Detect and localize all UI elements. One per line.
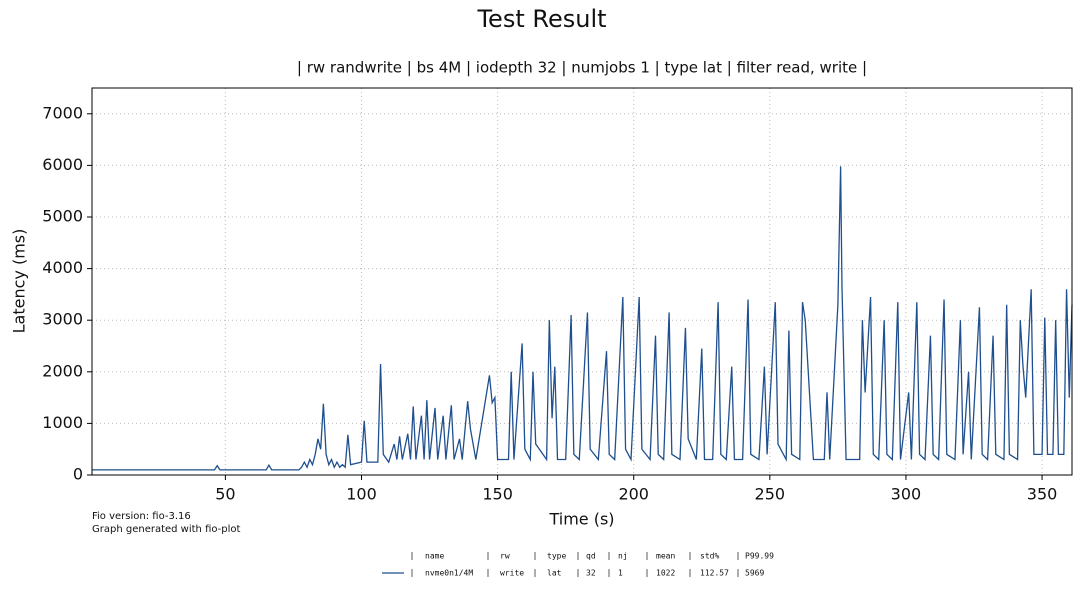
x-tick-label: 200 (618, 485, 649, 504)
y-axis-label: Latency (ms) (10, 229, 29, 334)
x-tick-label: 300 (891, 485, 922, 504)
legend-header: std% (700, 552, 719, 561)
plot-frame (91, 87, 1073, 476)
y-tick-label: 7000 (42, 103, 83, 122)
y-tick-label: 5000 (42, 207, 83, 226)
x-axis-label: Time (s) (548, 510, 614, 529)
y-tick-label: 3000 (42, 310, 83, 329)
legend-header: mean (656, 552, 675, 561)
legend-header: name (425, 552, 444, 561)
x-tick-label: 150 (482, 485, 513, 504)
y-tick-label: 1000 (42, 413, 83, 432)
legend-cell: write (500, 569, 524, 578)
y-tick-label: 0 (73, 465, 83, 484)
footnote: Graph generated with fio-plot (92, 524, 241, 535)
legend-cell: 5969 (745, 569, 764, 578)
x-tick-label: 250 (755, 485, 786, 504)
legend-cell: 1 (618, 569, 623, 578)
x-tick-label: 100 (346, 485, 377, 504)
legend-header: nj (618, 552, 628, 561)
legend-header: P99.99 (745, 552, 774, 561)
footnote: Fio version: fio-3.16 (92, 511, 191, 522)
chart-title: Test Result (476, 5, 606, 33)
y-tick-label: 2000 (42, 361, 83, 380)
legend-cell: 1022 (656, 569, 675, 578)
legend-entry: nvme0n1/4M (425, 569, 473, 578)
legend-cell: 32 (586, 569, 596, 578)
y-tick-label: 4000 (42, 258, 83, 277)
chart-subtitle: | rw randwrite | bs 4M | iodepth 32 | nu… (297, 59, 867, 77)
legend-cell: lat (547, 569, 562, 578)
x-tick-label: 50 (215, 485, 235, 504)
legend-header: rw (500, 552, 510, 561)
y-tick-label: 6000 (42, 155, 83, 174)
data-line (92, 166, 1073, 471)
legend-header: qd (586, 552, 596, 561)
x-tick-label: 350 (1027, 485, 1058, 504)
legend-header: type (547, 552, 566, 561)
legend-cell: 112.57 (700, 569, 729, 578)
